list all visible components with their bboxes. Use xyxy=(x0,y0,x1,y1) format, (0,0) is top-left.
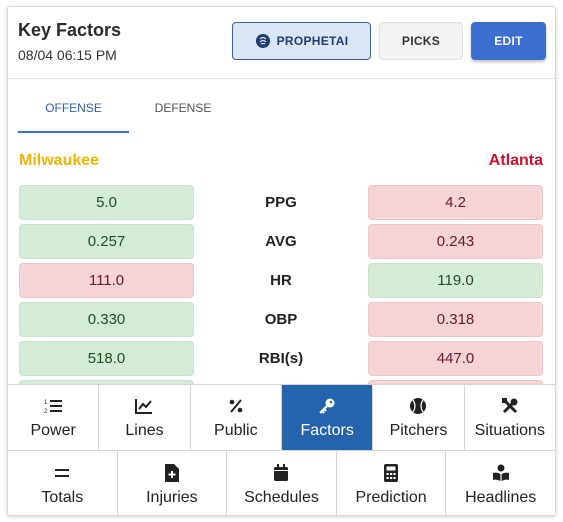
nav-item-label: Situations xyxy=(474,421,545,439)
away-stat-value: 119.0 xyxy=(368,263,543,298)
away-stat-value: 0.318 xyxy=(368,302,543,337)
stats-comparison-list: 5.0 PPG 4.2 0.257 AVG 0.243 111.0 HR 119.0 0.330 O… xyxy=(8,185,555,385)
nav-item-lines[interactable]: Lines xyxy=(99,385,191,450)
line-chart-icon xyxy=(135,396,153,416)
home-stat-value: 0.257 xyxy=(19,224,194,259)
nav-item-label: Injuries xyxy=(146,488,198,506)
key-factors-card: Key Factors 08/04 06:15 PM PROPHETAI PIC… xyxy=(7,6,556,516)
nav-item-label: Pitchers xyxy=(389,421,448,439)
nav-item-injuries[interactable]: Injuries xyxy=(118,451,228,515)
prophetai-button[interactable]: PROPHETAI xyxy=(232,22,371,60)
stat-row: 111.0 HR 119.0 xyxy=(8,263,555,298)
nav-item-label: Factors xyxy=(300,421,354,439)
medical-file-icon xyxy=(164,463,179,483)
edit-button[interactable]: EDIT xyxy=(471,22,546,60)
stat-label: PPG xyxy=(265,194,297,211)
nav-item-label: Totals xyxy=(41,488,84,506)
nav-row-secondary: Totals Injuries Schedules Prediction Headlin… xyxy=(8,451,555,515)
away-stat-value xyxy=(368,380,543,385)
picks-button[interactable]: PICKS xyxy=(379,22,463,60)
svg-text:1: 1 xyxy=(44,400,48,406)
nav-row-primary: 1 2 Power Lines Public Factors Pitchers Situati… xyxy=(8,385,555,451)
key-icon xyxy=(318,396,336,416)
stat-row: 0.330 OBP 0.318 xyxy=(8,302,555,337)
brain-icon xyxy=(255,34,270,48)
nav-item-public[interactable]: Public xyxy=(191,385,282,450)
nav-item-headlines[interactable]: Headlines xyxy=(446,451,555,515)
nav-item-schedules[interactable]: Schedules xyxy=(227,451,337,515)
svg-text:2: 2 xyxy=(44,409,48,414)
calculator-icon xyxy=(384,463,399,483)
nav-item-factors[interactable]: Factors xyxy=(281,385,374,450)
bottom-navigation: 1 2 Power Lines Public Factors Pitchers Situati… xyxy=(8,384,555,515)
away-team-name: Atlanta xyxy=(488,152,543,169)
card-header: Key Factors 08/04 06:15 PM PROPHETAI PIC… xyxy=(8,7,555,79)
home-stat-value: 518.0 xyxy=(19,341,194,376)
calendar-icon xyxy=(273,463,289,483)
tools-icon xyxy=(501,396,519,416)
percent-icon xyxy=(228,396,244,416)
nav-item-situations[interactable]: Situations xyxy=(465,385,555,450)
stat-row-partial xyxy=(8,380,555,385)
home-stat-value: 111.0 xyxy=(19,263,194,298)
stat-label: HR xyxy=(270,272,292,289)
home-stat-value: 0.330 xyxy=(19,302,194,337)
away-stat-value: 4.2 xyxy=(368,185,543,220)
prophetai-label: PROPHETAI xyxy=(276,34,349,48)
stat-row: 0.257 AVG 0.243 xyxy=(8,224,555,259)
book-reader-icon xyxy=(492,463,510,483)
stat-row: 5.0 PPG 4.2 xyxy=(8,185,555,220)
nav-item-pitchers[interactable]: Pitchers xyxy=(373,385,465,450)
nav-item-label: Power xyxy=(30,421,76,439)
stat-label: OBP xyxy=(264,311,298,328)
nav-item-label: Lines xyxy=(125,421,164,439)
away-stat-value: 447.0 xyxy=(368,341,543,376)
home-stat-value: 5.0 xyxy=(19,185,194,220)
game-datetime: 08/04 06:15 PM xyxy=(18,47,117,63)
nav-item-label: Prediction xyxy=(355,488,427,506)
nav-item-label: Headlines xyxy=(465,488,537,506)
nav-item-power[interactable]: 1 2 Power xyxy=(8,385,100,450)
page-title: Key Factors xyxy=(18,20,122,40)
nav-item-prediction[interactable]: Prediction xyxy=(337,451,447,515)
tab-offense[interactable]: OFFENSE xyxy=(18,93,129,133)
equals-icon xyxy=(54,463,70,483)
tab-defense[interactable]: DEFENSE xyxy=(154,101,212,115)
home-team-name: Milwaukee xyxy=(19,152,100,169)
home-stat-value xyxy=(19,380,194,385)
stat-row: 518.0 RBI(s) 447.0 xyxy=(8,341,555,376)
nav-item-totals[interactable]: Totals xyxy=(8,451,118,515)
away-stat-value: 0.243 xyxy=(368,224,543,259)
stat-label: RBI(s) xyxy=(258,350,304,367)
baseball-icon xyxy=(409,396,427,416)
nav-item-label: Schedules xyxy=(244,488,319,506)
stat-label: AVG xyxy=(265,233,297,250)
nav-item-label: Public xyxy=(214,421,258,439)
